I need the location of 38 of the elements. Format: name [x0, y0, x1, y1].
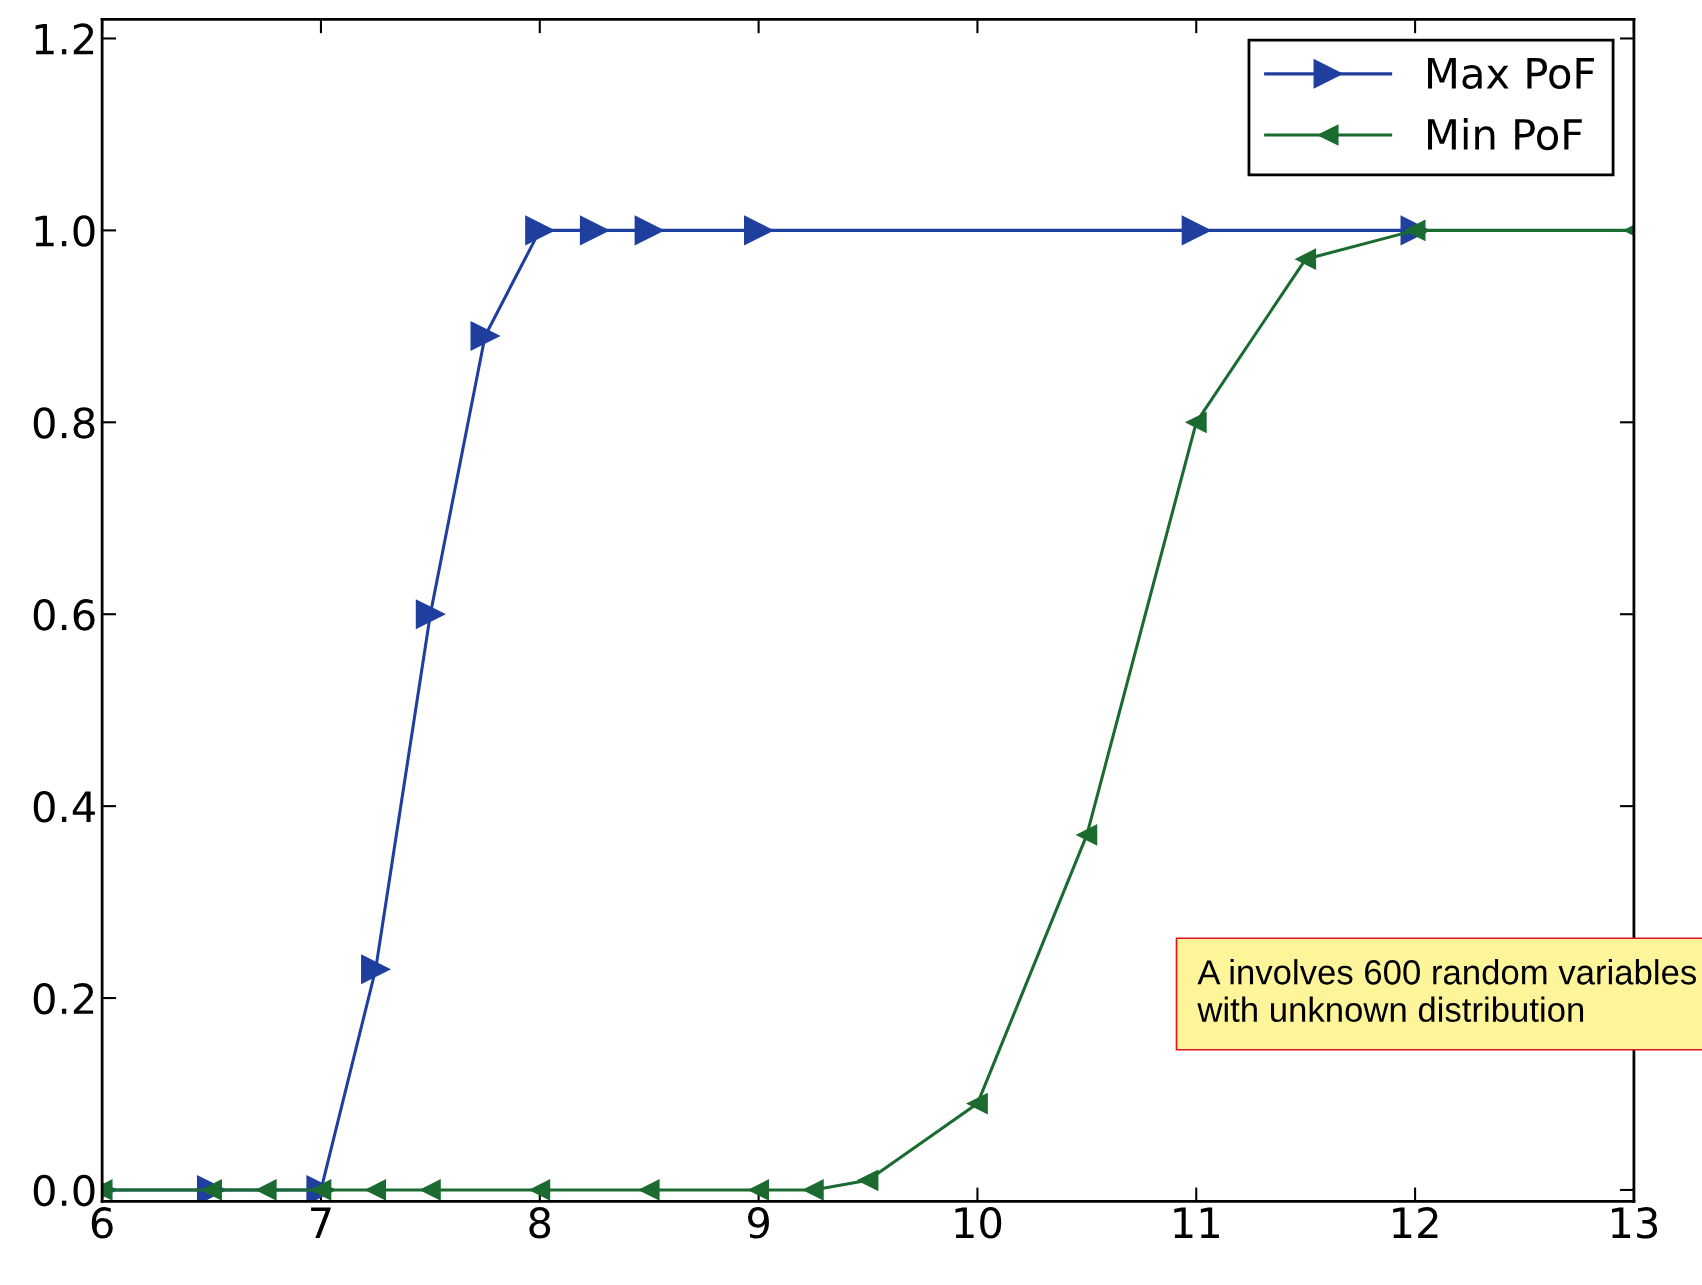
point: [470, 321, 500, 351]
legend-label: Min PoF: [1428, 117, 1582, 151]
point: [634, 215, 664, 245]
point: [1295, 248, 1317, 270]
y-tick-label: 0.6: [33, 599, 95, 631]
point: [1185, 411, 1207, 433]
point: [857, 1169, 879, 1191]
x-tick-label: 7: [311, 1207, 331, 1238]
point: [802, 1179, 824, 1201]
point: [529, 1179, 551, 1201]
y-tick-label: 0.4: [33, 791, 95, 823]
point: [1181, 215, 1211, 245]
point: [748, 1179, 770, 1201]
point: [255, 1179, 277, 1201]
x-tick-label: 10: [955, 1207, 1002, 1239]
y-tick-label: 1.2: [35, 23, 94, 55]
y-tick-label: 0.2: [33, 982, 94, 1015]
y-tick-label: 1.0: [35, 215, 95, 247]
point: [415, 599, 445, 629]
annotation: A involves 600 random variables with unknown distribution: [1197, 959, 1696, 1023]
x-tick-label: 11: [1174, 1207, 1219, 1238]
point: [744, 215, 774, 245]
point: [579, 215, 610, 245]
point: [419, 1179, 441, 1201]
x-tick-label: 9: [747, 1207, 769, 1239]
legend-label: Max PoF: [1428, 58, 1594, 90]
x-tick-label: 13: [1611, 1207, 1658, 1239]
y-tick-label: 0.8: [33, 407, 95, 439]
point: [365, 1179, 387, 1201]
x-tick-label: 6: [91, 1207, 113, 1239]
point: [361, 954, 391, 984]
point: [638, 1179, 660, 1201]
point: [525, 215, 555, 245]
x-tick-label: 12: [1393, 1207, 1438, 1238]
point: [967, 1093, 988, 1115]
y-tick-label: 0.0: [33, 1174, 95, 1207]
point: [1076, 824, 1098, 846]
x-tick-label: 8: [529, 1207, 551, 1239]
